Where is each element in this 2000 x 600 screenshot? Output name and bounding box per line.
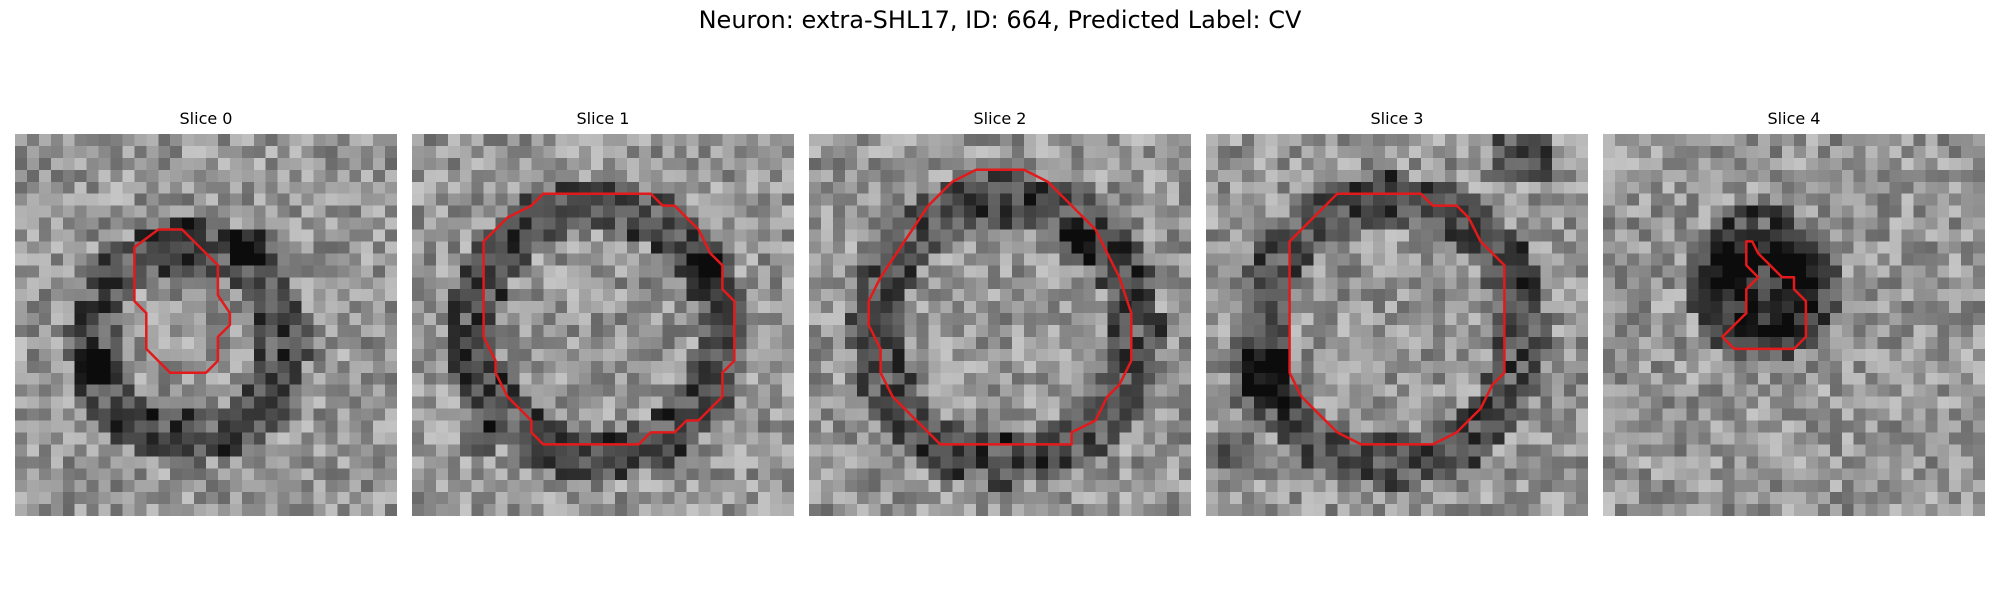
slice-title-4: Slice 4 <box>1767 109 1821 128</box>
roi-contour-0 <box>133 228 232 375</box>
roi-contour-line <box>1288 192 1506 446</box>
roi-contour-line <box>482 192 736 446</box>
slice-image-0 <box>15 134 397 516</box>
slice-title-0: Slice 0 <box>179 109 233 128</box>
roi-contour-line <box>867 168 1133 446</box>
slice-panel-2: Slice 2 <box>809 108 1191 516</box>
roi-contour-line <box>1721 240 1808 351</box>
roi-contour-3 <box>1288 192 1506 446</box>
roi-contour-4 <box>1721 240 1808 351</box>
slice-panel-3: Slice 3 <box>1206 108 1588 516</box>
slice-panel-1: Slice 1 <box>412 108 794 516</box>
roi-contour-line <box>133 228 232 375</box>
slice-title-3: Slice 3 <box>1370 109 1424 128</box>
figure-title: Neuron: extra-SHL17, ID: 664, Predicted … <box>698 6 1302 34</box>
slice-title-1: Slice 1 <box>576 109 630 128</box>
slice-image-1 <box>412 134 794 516</box>
slice-title-2: Slice 2 <box>973 109 1027 128</box>
roi-contour-2 <box>867 168 1133 446</box>
slice-image-2 <box>809 134 1191 516</box>
slice-image-3 <box>1206 134 1588 516</box>
slice-panel-4: Slice 4 <box>1603 108 1985 516</box>
slice-panel-0: Slice 0 <box>15 108 397 516</box>
slice-image-4 <box>1603 134 1985 516</box>
roi-contour-1 <box>482 192 736 446</box>
